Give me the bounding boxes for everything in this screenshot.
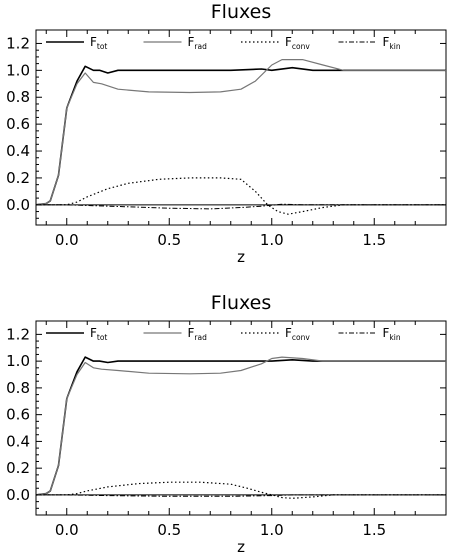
y-tick-label: 0.0 <box>6 486 30 504</box>
legend-label-kin: Fkin <box>383 326 401 342</box>
x-tick-label: 1.5 <box>362 231 386 249</box>
x-tick-label: 0.0 <box>55 231 79 249</box>
legend-label-rad: Frad <box>188 35 208 51</box>
x-tick-label: 1.0 <box>260 231 284 249</box>
chart-title: Fluxes <box>211 292 272 314</box>
series-line-rad <box>35 59 446 206</box>
x-tick-label: 0.5 <box>157 231 181 249</box>
y-tick-label: 0.2 <box>6 169 30 187</box>
legend-label-kin: Fkin <box>383 35 401 51</box>
x-tick-label: 1.0 <box>260 521 284 539</box>
series-line-conv <box>36 481 446 499</box>
legend-label-tot: Ftot <box>90 35 107 51</box>
series-line-kin <box>36 494 446 497</box>
legend-label-rad: Frad <box>188 326 208 342</box>
y-tick-label: 0.0 <box>6 196 30 214</box>
y-tick-label: 1.0 <box>6 61 30 79</box>
plot-frame <box>35 320 447 516</box>
chart-title: Fluxes <box>211 1 272 23</box>
series-line-kin <box>36 203 446 210</box>
x-axis-label: z <box>237 538 245 553</box>
x-axis-label: z <box>237 248 245 266</box>
series-line-conv <box>36 177 446 215</box>
series-line-tot <box>35 356 446 496</box>
y-tick-label: 1.0 <box>6 352 30 370</box>
x-tick-label: 1.5 <box>362 521 386 539</box>
legend-label-conv: Fconv <box>285 35 310 51</box>
x-tick-label: 0.5 <box>157 521 181 539</box>
y-tick-label: 0.4 <box>6 432 30 450</box>
plot-frame <box>35 29 447 226</box>
y-tick-label: 0.4 <box>6 142 30 160</box>
y-tick-label: 1.2 <box>6 34 30 52</box>
y-tick-label: 1.2 <box>6 325 30 343</box>
y-tick-label: 0.6 <box>6 406 30 424</box>
chart-panel-2: Fluxes 0.0 0.2 0.4 0.6 0.8 1.0 1.2 0.0 0.5 1.0 1.5 z… <box>6 292 447 553</box>
y-tick-label: 0.6 <box>6 115 30 133</box>
y-tick-label: 0.2 <box>6 459 30 477</box>
legend-label-tot: Ftot <box>90 326 107 342</box>
y-tick-label: 0.8 <box>6 379 30 397</box>
y-tick-label: 0.8 <box>6 88 30 106</box>
series-line-tot <box>35 65 446 206</box>
series-line-rad <box>35 356 446 496</box>
chart-panel-1: Fluxes 0.0 0.2 0.4 0.6 0.8 1.0 1.2 0.0 0.5 1.0 1.5 z… <box>6 1 447 266</box>
legend-label-conv: Fconv <box>285 326 310 342</box>
x-tick-label: 0.0 <box>55 521 79 539</box>
